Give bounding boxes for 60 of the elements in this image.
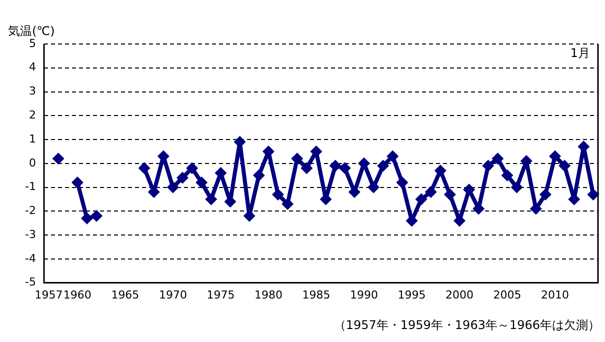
x-tick-label: 1985: [302, 288, 330, 302]
point: [396, 176, 408, 189]
y-tick-label: 1: [29, 132, 36, 146]
x-tick-label: 2010: [541, 288, 570, 302]
y-tick-label: -2: [25, 204, 36, 218]
point: [415, 193, 428, 206]
x-tick-label: 2000: [446, 288, 474, 302]
point: [549, 150, 562, 162]
annotation: 1月: [570, 46, 590, 60]
point: [138, 162, 150, 174]
point: [558, 160, 571, 172]
point: [501, 169, 514, 182]
x-tick-label: 1980: [254, 288, 282, 302]
y-tick-label: -5: [25, 276, 36, 289]
point: [282, 198, 294, 210]
point: [205, 193, 218, 206]
point: [492, 152, 504, 165]
point: [463, 184, 476, 196]
y-tick-label: 2: [29, 108, 36, 122]
point: [90, 210, 103, 222]
point: [272, 188, 284, 200]
point: [71, 176, 84, 189]
y-tick-label: -4: [25, 252, 36, 265]
point: [539, 188, 552, 200]
point: [482, 160, 494, 172]
x-tick-label: 1957: [34, 288, 63, 302]
y-tick-label: -1: [25, 180, 36, 194]
point: [444, 188, 456, 200]
y-tick-label: 4: [29, 60, 36, 74]
point: [510, 181, 523, 194]
x-tick-label: 1970: [158, 288, 187, 302]
point: [291, 152, 304, 165]
point: [196, 176, 208, 189]
point: [329, 160, 342, 172]
point: [434, 164, 446, 177]
x-tick-label: 1965: [111, 288, 140, 302]
point: [176, 172, 188, 184]
x-tick-label: 1995: [398, 288, 426, 302]
point: [587, 188, 600, 200]
y-tick-label: 0: [29, 156, 36, 170]
point: [52, 152, 64, 165]
y-axis-title: 気温(℃): [8, 24, 55, 38]
y-tick-label: 3: [29, 84, 36, 98]
x-tick-label: 1960: [63, 288, 92, 302]
x-tick-label: 1975: [206, 288, 235, 302]
point: [80, 212, 93, 224]
point: [252, 169, 265, 182]
point: [300, 162, 313, 174]
point: [424, 186, 437, 198]
point: [377, 160, 390, 172]
point: [338, 162, 351, 174]
y-tick-label: 5: [29, 36, 36, 50]
y-tick-label: -3: [25, 228, 36, 241]
point: [166, 181, 179, 194]
point: [386, 150, 399, 162]
point: [186, 162, 198, 174]
text: （1957年・1959年・1963年～1966年は欠測）: [334, 318, 600, 332]
point: [368, 181, 380, 194]
x-tick-label: 2005: [493, 288, 522, 302]
x-tick-label: 1990: [350, 288, 378, 302]
